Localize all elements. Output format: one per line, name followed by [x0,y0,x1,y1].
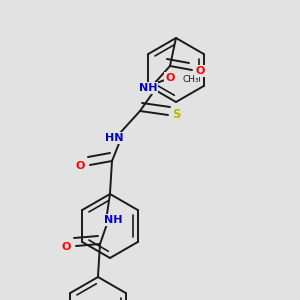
Text: HN: HN [105,133,123,143]
Text: CH₃: CH₃ [182,74,199,83]
Text: S: S [172,107,180,121]
Text: O: O [61,242,71,252]
Text: NH: NH [139,83,157,93]
Text: NH: NH [104,215,122,225]
Text: O: O [195,66,205,76]
Text: O: O [166,73,175,83]
Text: O: O [75,161,85,171]
